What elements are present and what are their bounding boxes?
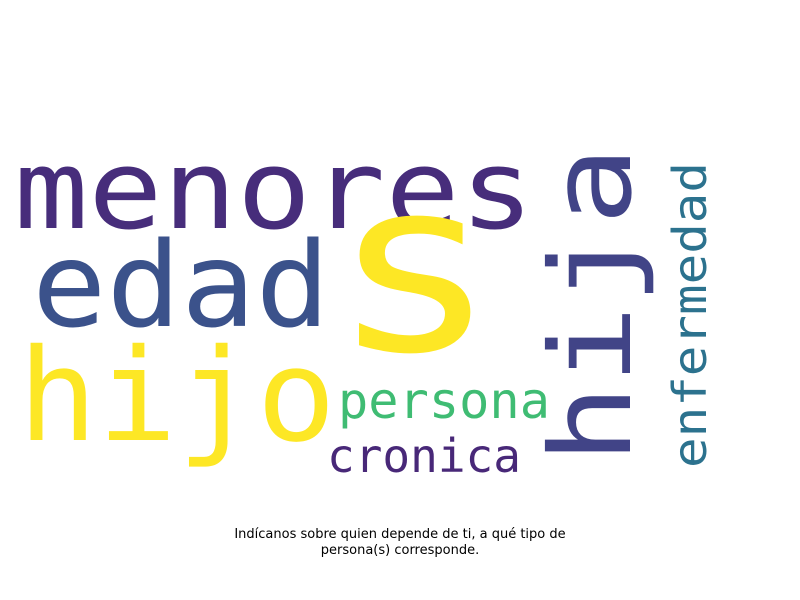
word-persona: persona bbox=[338, 372, 550, 430]
word-hijo: hijo bbox=[18, 322, 336, 471]
caption-line-1: Indícanos sobre quien depende de ti, a q… bbox=[234, 527, 566, 542]
word-enfermedad: enfermedad bbox=[663, 162, 717, 468]
caption-line-2: persona(s) corresponde. bbox=[320, 543, 480, 558]
word-hija: hija bbox=[527, 146, 657, 464]
word-menores: menores bbox=[14, 126, 534, 254]
caption: Indícanos sobre quien depende de ti, a q… bbox=[0, 527, 800, 559]
word-edad: edad bbox=[32, 216, 330, 354]
word-s: s bbox=[330, 127, 498, 407]
word-cronica: cronica bbox=[327, 429, 521, 483]
